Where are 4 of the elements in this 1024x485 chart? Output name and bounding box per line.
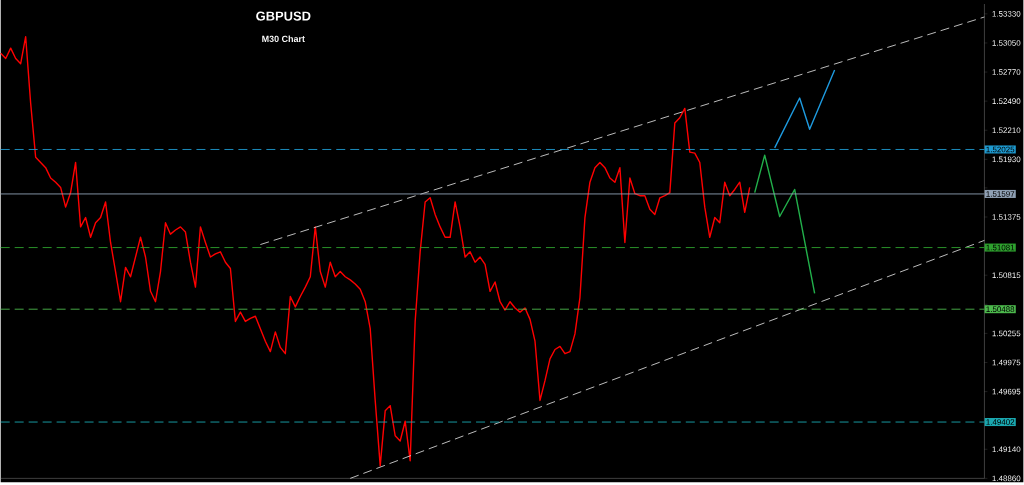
chart-title: GBPUSD (256, 11, 311, 21)
line-series (754, 154, 816, 295)
text: M30 Chart (262, 35, 305, 43)
line-series (773, 69, 836, 149)
